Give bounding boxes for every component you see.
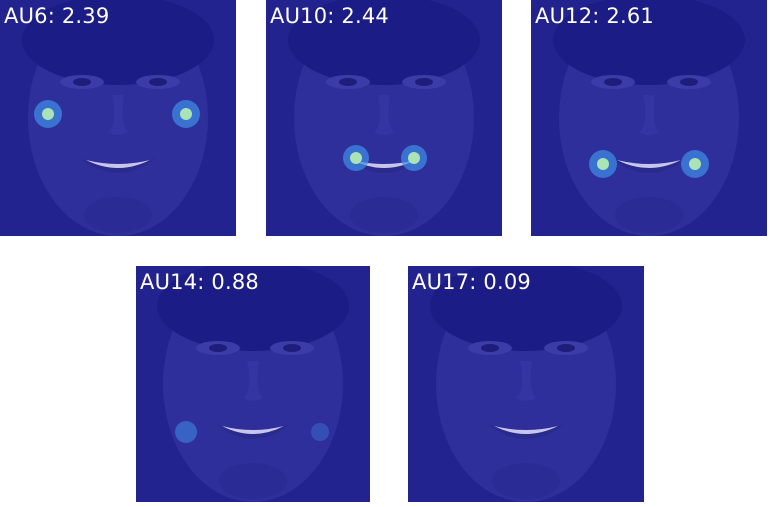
- au6-heatmap-panel: AU6: 2.39: [0, 0, 236, 236]
- left-lower-mouth-hotspot: [175, 421, 197, 443]
- au17-heatmap-panel: AU17: 0.09: [408, 266, 644, 502]
- au12-face-image: [531, 0, 767, 236]
- au12-score-label: AU12: 2.61: [535, 4, 654, 28]
- au12-heatmap-panel: AU12: 2.61: [531, 0, 767, 236]
- au10-score-label: AU10: 2.44: [270, 4, 389, 28]
- right-lip-hotspot-core: [408, 152, 420, 164]
- au6-face-image: [0, 0, 236, 236]
- left-cheek-hotspot-core: [42, 108, 54, 120]
- right-lower-mouth-hotspot: [311, 423, 329, 441]
- left-mouth-corner-hotspot-core: [597, 158, 609, 170]
- au10-heatmap-panel: AU10: 2.44: [266, 0, 502, 236]
- au10-face-image: [266, 0, 502, 236]
- au14-face-image: [136, 266, 370, 502]
- left-lip-hotspot-core: [350, 152, 362, 164]
- au14-score-label: AU14: 0.88: [140, 270, 259, 294]
- au17-score-label: AU17: 0.09: [412, 270, 531, 294]
- right-cheek-hotspot-core: [180, 108, 192, 120]
- right-mouth-corner-hotspot-core: [689, 158, 701, 170]
- au6-score-label: AU6: 2.39: [4, 4, 110, 28]
- au17-face-image: [408, 266, 644, 502]
- au14-heatmap-panel: AU14: 0.88: [136, 266, 370, 502]
